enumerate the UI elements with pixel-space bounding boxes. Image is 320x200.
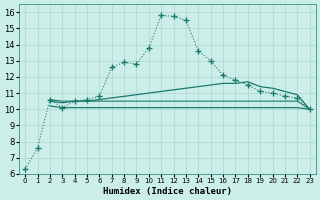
X-axis label: Humidex (Indice chaleur): Humidex (Indice chaleur) (103, 187, 232, 196)
